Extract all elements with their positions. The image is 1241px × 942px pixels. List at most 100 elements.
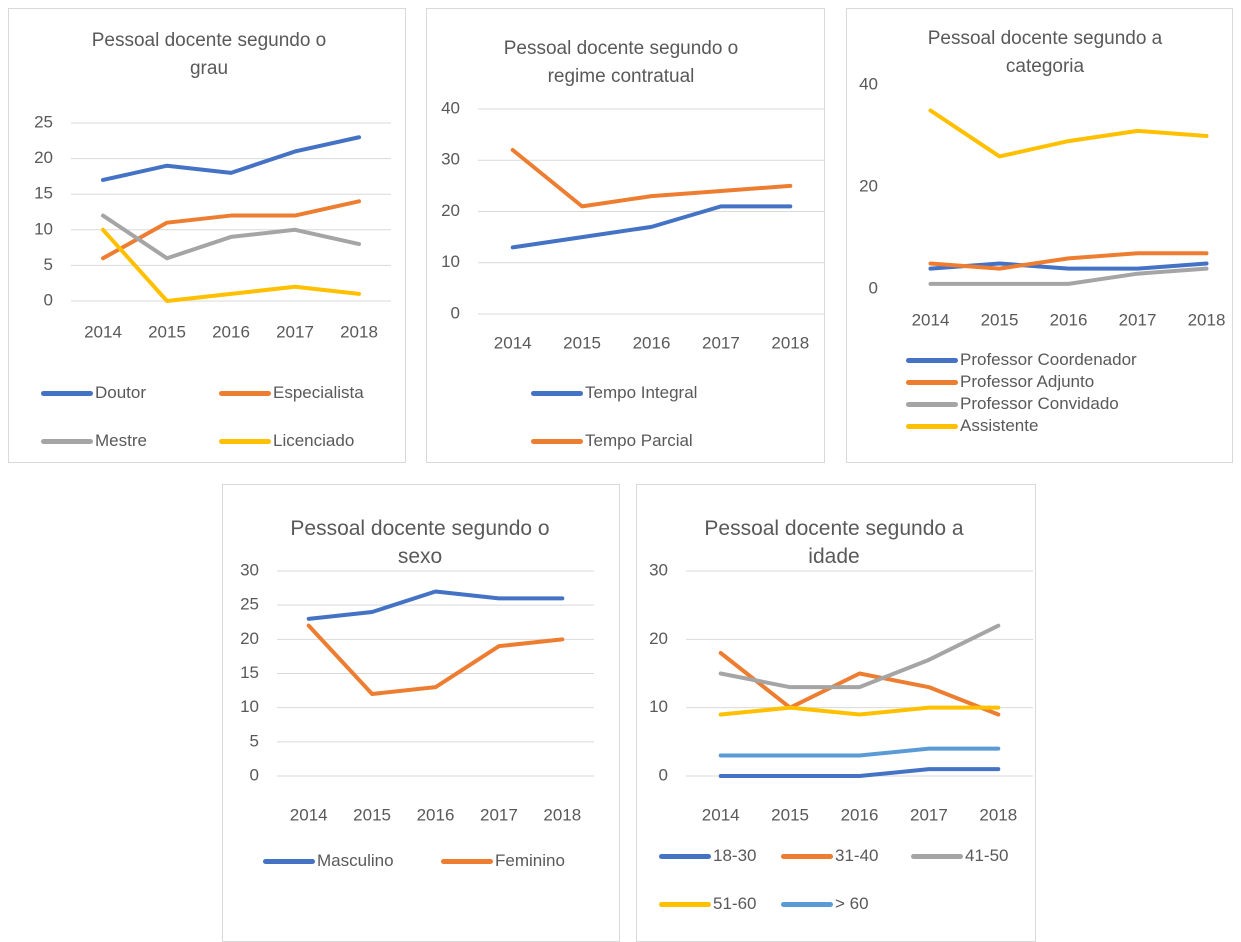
legend-item: Doutor <box>41 382 219 404</box>
legend-label: Tempo Parcial <box>585 431 693 450</box>
plot: 0 20 40 2014 2015 2016 2017 2018 <box>859 74 1226 329</box>
y-tick-label: 30 <box>240 560 259 579</box>
y-tick-label: 0 <box>869 278 878 297</box>
y-tick-label: 10 <box>34 219 53 238</box>
legend-label: Tempo Integral <box>585 383 698 402</box>
legend-item: Especialista <box>219 382 397 404</box>
y-tick-label: 15 <box>240 663 259 682</box>
legend-label: 51-60 <box>713 894 757 913</box>
x-tick-label: 2015 <box>981 310 1019 329</box>
line-series <box>718 651 1001 717</box>
legend: Professor Coordenador Professor Adjunto Pr… <box>906 349 1226 437</box>
legend-label: 18-30 <box>713 846 757 865</box>
x-tick-label: 2018 <box>1188 310 1226 329</box>
chart-panel: 0 5 10 15 20 25 30 2014 2015 2016 2017 2018 Pessoal … <box>222 484 620 942</box>
line-series <box>928 108 1209 159</box>
legend-item: Tempo Integral <box>531 382 791 404</box>
legend-label: Masculino <box>317 851 394 870</box>
legend-label: Professor Coordenador <box>960 350 1137 369</box>
legend-label: Assistente <box>960 416 1039 435</box>
legend-label: Professor Adjunto <box>960 372 1095 391</box>
chart-title: Pessoal docente segundo o grau <box>91 30 327 79</box>
legend-swatch <box>219 438 271 444</box>
legend-item: 41-50 <box>911 845 1031 867</box>
y-tick-label: 20 <box>34 148 53 167</box>
line-series <box>101 135 361 182</box>
legend-swatch <box>219 390 271 396</box>
legend-item: Assistente <box>906 415 1226 437</box>
chart-title: Pessoal docente segundo a idade <box>704 517 964 568</box>
y-tick-label: 10 <box>240 697 259 716</box>
legend-swatch <box>906 357 958 363</box>
legend: Doutor Especialista Mestre Licenciado <box>41 382 397 452</box>
chart-panel: 0 10 20 30 2014 2015 2016 2017 2018 Pessoal docen… <box>636 484 1036 942</box>
y-tick-label: 10 <box>441 252 460 271</box>
legend-swatch <box>659 853 711 859</box>
legend-label: Professor Convidado <box>960 394 1119 413</box>
legend-swatch <box>531 438 583 444</box>
legend-swatch <box>906 423 958 429</box>
legend-item: Professor Coordenador <box>906 349 1226 371</box>
legend-item: > 60 <box>781 893 911 915</box>
legend-item: Feminino <box>441 850 619 872</box>
legend-swatch <box>781 901 833 907</box>
legend-label: Doutor <box>95 383 147 402</box>
legend-item: Tempo Parcial <box>531 430 791 452</box>
legend-item: Professor Convidado <box>906 393 1226 415</box>
line-series <box>306 589 565 621</box>
y-tick-label: 20 <box>859 176 878 195</box>
chart-title: Pessoal docente segundo o regime contrat… <box>503 38 739 87</box>
legend-swatch <box>41 438 93 444</box>
x-tick-label: 2016 <box>1050 310 1088 329</box>
legend-swatch <box>906 379 958 385</box>
legend-swatch <box>781 853 833 859</box>
x-tick-label: 2014 <box>912 310 950 329</box>
x-tick-label: 2014 <box>702 805 740 824</box>
y-tick-label: 0 <box>44 290 53 309</box>
x-tick-label: 2016 <box>417 805 455 824</box>
y-tick-label: 20 <box>441 201 460 220</box>
legend: Tempo Integral Tempo Parcial <box>531 382 791 452</box>
x-tick-label: 2016 <box>212 322 250 341</box>
legend-label: 31-40 <box>835 846 879 865</box>
legend-item: Licenciado <box>219 430 397 452</box>
legend-label: Especialista <box>273 383 364 402</box>
x-tick-label: 2015 <box>148 322 186 341</box>
legend-swatch <box>441 858 493 864</box>
legend-item: 31-40 <box>781 845 911 867</box>
y-tick-label: 30 <box>649 560 668 579</box>
legend-swatch <box>263 858 315 864</box>
legend-swatch <box>911 853 963 859</box>
y-tick-label: 20 <box>649 629 668 648</box>
x-tick-label: 2014 <box>494 333 532 352</box>
plot: 0 5 10 15 20 25 30 2014 2015 2016 2017 2018 <box>240 560 594 824</box>
legend-label: 41-50 <box>965 846 1009 865</box>
line-series <box>101 213 361 261</box>
legend-item: 51-60 <box>659 893 781 915</box>
line-series <box>718 623 1001 690</box>
y-tick-label: 0 <box>659 765 668 784</box>
x-tick-label: 2016 <box>841 805 879 824</box>
legend-label: Mestre <box>95 431 147 450</box>
y-tick-label: 0 <box>451 303 460 322</box>
plot: 0 5 10 15 20 25 2014 2015 2016 2017 2018 <box>34 112 391 341</box>
legend-item: Mestre <box>41 430 219 452</box>
line-series <box>718 767 1001 778</box>
x-tick-label: 2018 <box>340 322 378 341</box>
chart-title: Pessoal docente segundo a categoria <box>927 28 1163 77</box>
y-tick-label: 0 <box>250 765 259 784</box>
x-tick-label: 2016 <box>633 333 671 352</box>
line-series <box>928 251 1209 271</box>
line-series <box>101 199 361 261</box>
line-series <box>718 746 1001 758</box>
y-tick-label: 5 <box>250 731 259 750</box>
x-tick-label: 2017 <box>702 333 740 352</box>
y-tick-label: 40 <box>441 98 460 117</box>
y-tick-label: 10 <box>649 697 668 716</box>
y-tick-label: 15 <box>34 184 53 203</box>
x-tick-label: 2017 <box>910 805 948 824</box>
legend: Masculino Feminino <box>263 850 619 872</box>
x-tick-label: 2018 <box>979 805 1017 824</box>
y-tick-label: 25 <box>34 112 53 131</box>
